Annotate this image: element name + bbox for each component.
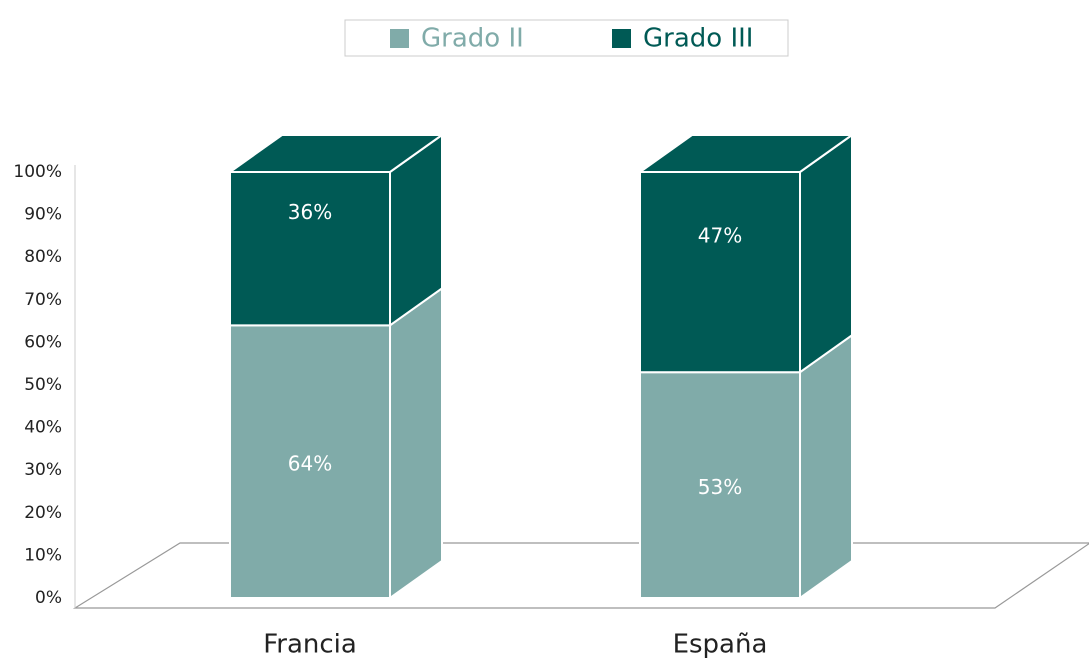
y-tick-label: 30% xyxy=(24,460,62,480)
data-label: 36% xyxy=(288,200,332,224)
y-tick-label: 70% xyxy=(24,290,62,310)
floor xyxy=(72,542,1089,609)
legend-swatch xyxy=(390,29,409,48)
y-tick-label: 20% xyxy=(24,503,62,523)
legend-label: Grado III xyxy=(643,24,753,54)
bar xyxy=(229,324,391,599)
bar-top xyxy=(636,134,856,173)
legend-swatch xyxy=(612,29,631,48)
y-tick-label: 10% xyxy=(24,545,62,565)
legend-label: Grado II xyxy=(421,24,524,54)
bar-side xyxy=(799,333,853,600)
y-tick-label: 0% xyxy=(35,588,62,608)
bar-top xyxy=(226,134,446,173)
bar-side xyxy=(799,133,853,375)
bar xyxy=(639,371,801,599)
bar-side xyxy=(389,286,443,600)
bar xyxy=(229,171,391,327)
data-label: 47% xyxy=(698,224,742,248)
data-label: 64% xyxy=(288,452,332,476)
y-tick-label: 90% xyxy=(24,205,62,225)
x-tick-label: Francia xyxy=(263,630,357,659)
y-tick-label: 100% xyxy=(13,162,62,182)
y-tick-label: 50% xyxy=(24,375,62,395)
x-tick-label: España xyxy=(673,630,768,659)
y-tick-label: 40% xyxy=(24,418,62,438)
legend-box xyxy=(344,19,789,57)
data-label: 53% xyxy=(698,475,742,499)
y-tick-label: 60% xyxy=(24,332,62,352)
y-tick-label: 80% xyxy=(24,247,62,267)
bar xyxy=(639,171,801,374)
